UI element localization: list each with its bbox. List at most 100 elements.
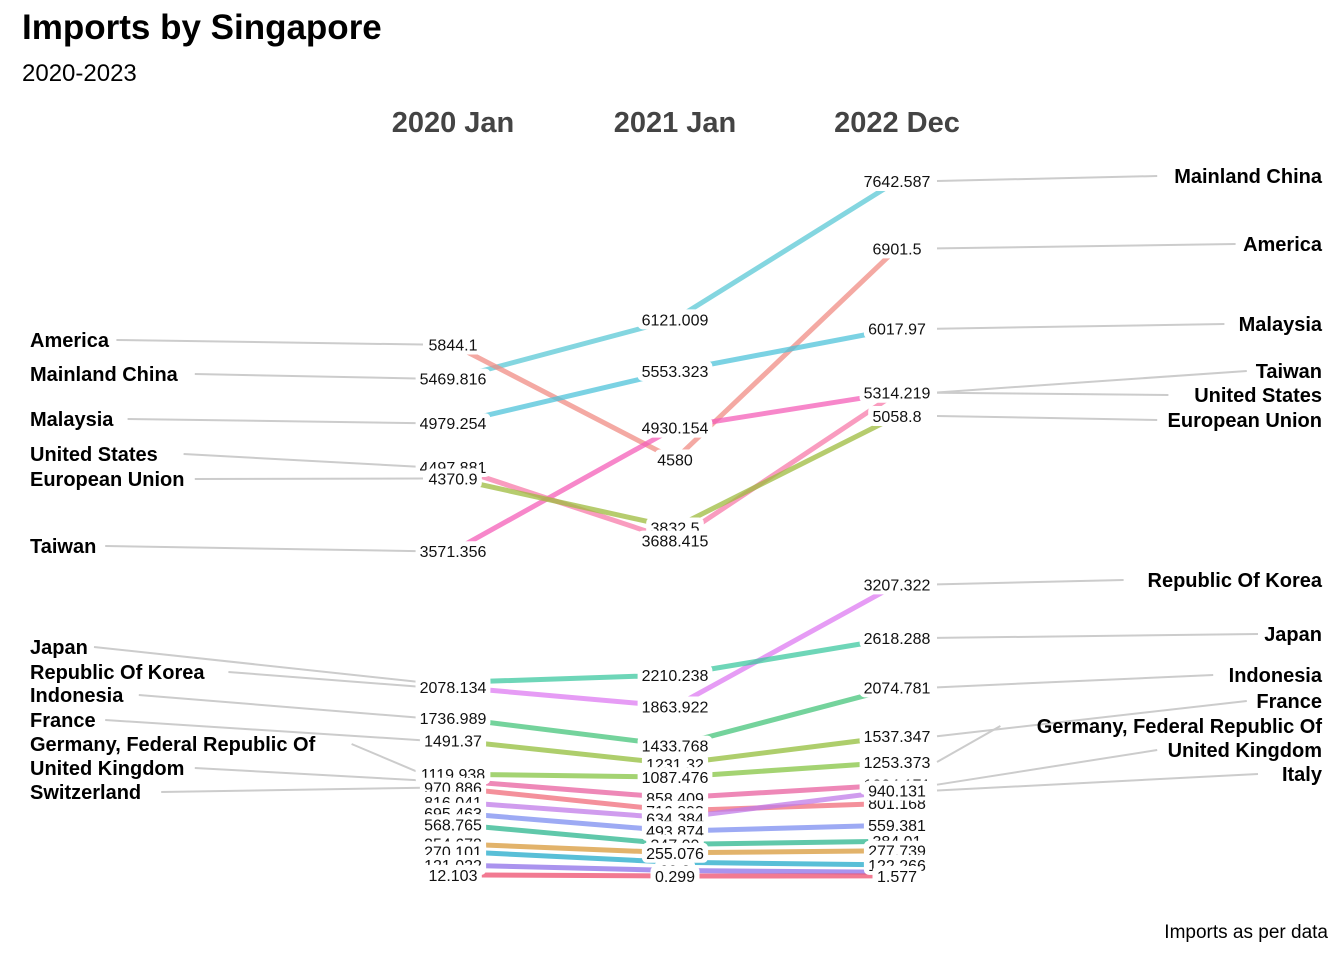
value-label-text: 568.765 — [424, 817, 482, 834]
value-label-text: 5314.219 — [864, 386, 931, 403]
series-label-left-america: America — [30, 330, 110, 352]
series-label-left-malaysia: Malaysia — [30, 409, 114, 431]
leader-line-left-united-states — [183, 453, 424, 468]
series-label-right-united-kingdom: United Kingdom — [1168, 740, 1322, 762]
value-label-2020-jan-19: 12.103 — [424, 864, 482, 885]
value-label-text: 1537.347 — [864, 729, 931, 746]
value-label-text: 3571.356 — [420, 544, 487, 561]
series-label-right-malaysia: Malaysia — [1239, 314, 1323, 336]
value-label-text: 6017.97 — [868, 322, 926, 339]
value-label-box — [872, 865, 922, 886]
leader-line-right-malaysia — [936, 323, 1225, 330]
value-label-box — [654, 449, 696, 470]
value-label-text: 2210.238 — [642, 668, 709, 685]
leader-line-left-america — [116, 339, 424, 346]
value-label-text: 5844.1 — [429, 338, 478, 355]
value-label-text: 940.131 — [868, 784, 926, 801]
value-label-2022-dec-19: 1.577 — [872, 865, 922, 886]
series-label-left-germany-federal-republic-of: Germany, Federal Republic Of — [30, 734, 316, 756]
value-label-text: 4580 — [657, 453, 693, 470]
value-label-text: 5058.8 — [873, 409, 922, 426]
value-label-box — [419, 814, 487, 835]
value-label-2021-jan-1: 6121.009 — [637, 309, 713, 330]
series-label-right-taiwan: Taiwan — [1256, 361, 1322, 383]
value-label-box — [415, 413, 491, 434]
value-label-2022-dec-2: 6901.5 — [868, 238, 926, 259]
value-label-2020-jan-15: 568.765 — [419, 814, 487, 835]
leader-line-left-republic-of-korea — [228, 671, 424, 689]
value-label-text: 255.076 — [646, 846, 704, 863]
value-label-2020-jan-3: 4979.254 — [415, 413, 491, 434]
series-line-mainland-china — [452, 178, 899, 382]
value-label-text: 1491.37 — [424, 733, 482, 750]
leader-line-right-united-states — [936, 391, 1169, 396]
leader-line-right-japan — [936, 633, 1259, 639]
leader-line-right-france — [936, 700, 1247, 738]
value-label-box — [859, 677, 935, 698]
value-label-box — [859, 627, 935, 648]
value-label-box — [637, 417, 713, 438]
value-label-box — [637, 530, 713, 551]
leader-line-left-indonesia — [138, 694, 424, 720]
value-label-2021-jan-7: 2210.238 — [637, 665, 713, 686]
leader-line-left-france — [105, 719, 424, 742]
series-label-left-indonesia: Indonesia — [30, 685, 124, 707]
value-label-text: 2078.134 — [420, 680, 487, 697]
leader-line-left-taiwan — [105, 545, 424, 553]
series-label-left-france: France — [30, 710, 96, 732]
series-label-left-european-union: European Union — [30, 469, 184, 491]
value-label-box — [863, 780, 931, 801]
series-label-right-france: France — [1256, 691, 1322, 713]
series-line-republic-of-korea — [452, 582, 899, 709]
value-label-box — [424, 468, 482, 489]
value-label-box — [637, 735, 713, 756]
leader-line-right-mainland-china — [936, 175, 1158, 182]
value-label-box — [637, 665, 713, 686]
value-label-2020-jan-8: 2078.134 — [415, 677, 491, 698]
value-label-box — [859, 171, 935, 191]
leader-line-left-mainland-china — [194, 373, 424, 380]
leader-line-right-germany-federal-republic-of — [936, 725, 1001, 763]
value-label-2022-dec-9: 2074.781 — [859, 677, 935, 698]
series-label-left-mainland-china: Mainland China — [30, 364, 179, 386]
value-label-2021-jan-17: 255.076 — [641, 842, 709, 863]
leader-line-left-switzerland — [161, 786, 424, 793]
leader-line-right-republic-of-korea — [936, 579, 1124, 586]
value-label-box — [637, 360, 713, 381]
value-label-2021-jan-3: 4930.154 — [637, 417, 713, 438]
value-label-box — [859, 382, 935, 403]
value-label-box — [415, 368, 491, 389]
value-label-box — [650, 865, 700, 886]
value-label-text: 2618.288 — [864, 631, 931, 648]
series-label-left-united-states: United States — [30, 444, 158, 466]
value-label-2022-dec-8: 2618.288 — [859, 627, 935, 648]
value-label-text: 1.577 — [877, 869, 917, 886]
leader-line-right-indonesia — [936, 674, 1214, 689]
value-label-text: 0.299 — [655, 869, 695, 886]
value-label-box — [424, 334, 482, 355]
series-label-left-japan: Japan — [30, 637, 88, 659]
value-label-text: 5553.323 — [642, 364, 709, 381]
value-label-2021-jan-19: 0.299 — [650, 865, 700, 886]
value-label-box — [641, 842, 709, 863]
value-label-text: 7642.587 — [864, 174, 931, 191]
value-label-2022-dec-6: 5058.8 — [868, 405, 926, 426]
value-label-2021-jan-6: 3688.415 — [637, 530, 713, 551]
value-label-box — [415, 541, 491, 562]
series-label-left-united-kingdom: United Kingdom — [30, 758, 184, 780]
value-label-box — [859, 574, 935, 595]
value-label-box — [637, 309, 713, 330]
value-label-box — [859, 752, 935, 773]
leader-line-left-japan — [93, 646, 424, 684]
leader-line-left-germany-federal-republic-of — [351, 743, 424, 776]
value-label-box — [868, 405, 926, 426]
value-label-2020-jan-2: 5469.816 — [415, 368, 491, 389]
value-label-box — [859, 726, 935, 747]
value-label-box — [863, 815, 931, 836]
series-label-left-taiwan: Taiwan — [30, 536, 96, 558]
value-label-2021-jan-2: 5553.323 — [637, 360, 713, 381]
value-label-box — [637, 767, 713, 788]
value-label-2022-dec-14: 940.131 — [863, 780, 931, 801]
value-label-2020-jan-10: 1491.37 — [419, 730, 487, 751]
series-label-left-switzerland: Switzerland — [30, 782, 141, 804]
